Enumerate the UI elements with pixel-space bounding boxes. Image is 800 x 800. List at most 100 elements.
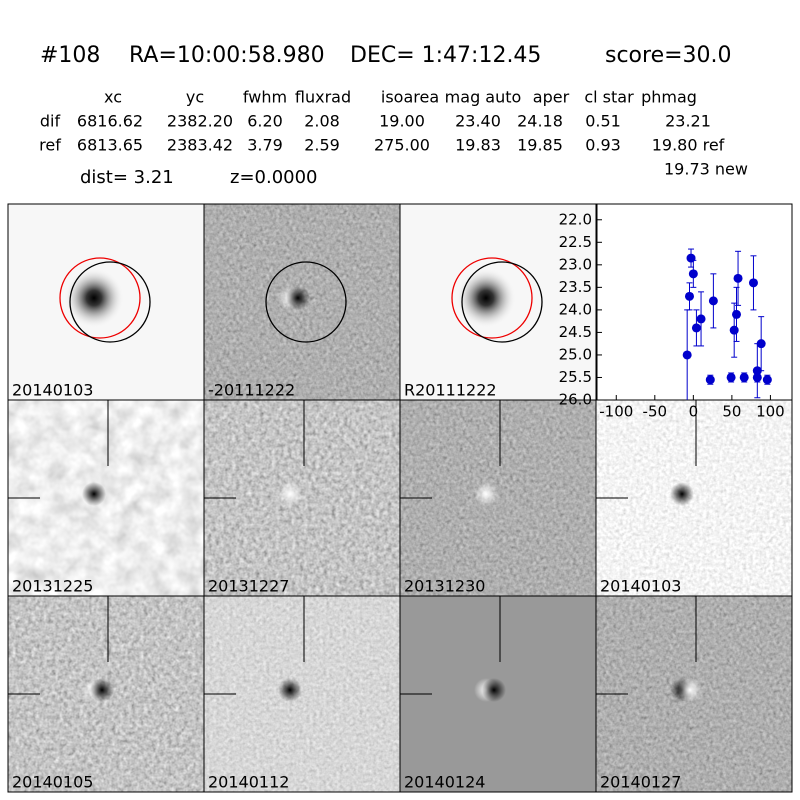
image-panel: 20140105 — [7, 595, 205, 793]
table-cell: 19.00 — [379, 112, 425, 131]
score: score=30.0 — [605, 43, 732, 68]
table-cell: 24.18 — [517, 112, 563, 131]
table-cell: 6.20 — [247, 112, 283, 131]
panel-label: 20131225 — [12, 577, 93, 596]
y-tick-label: 25.0 — [559, 345, 592, 363]
data-point — [705, 375, 715, 385]
table-cell: 23.40 — [455, 112, 501, 131]
column-header: xc — [104, 88, 122, 107]
y-tick-label: 22.0 — [559, 210, 592, 228]
panel-label: R20111222 — [404, 381, 497, 400]
y-tick-label: 25.5 — [559, 368, 592, 386]
y-tick-label: 23.5 — [559, 278, 592, 296]
table-cell: 23.21 — [665, 112, 711, 131]
source — [678, 678, 702, 702]
panel-image — [400, 400, 596, 596]
source — [456, 268, 516, 328]
data-point — [684, 291, 694, 301]
panel-label: -20111222 — [208, 381, 295, 400]
image-panel: 20131225 — [7, 399, 205, 597]
table-cell: 6813.65 — [77, 136, 143, 155]
source — [278, 482, 302, 506]
column-header: fwhm — [243, 88, 287, 107]
data-point — [729, 325, 739, 335]
table-cell: 6816.62 — [77, 112, 143, 131]
source — [482, 678, 506, 702]
data-point — [682, 350, 692, 360]
image-panel: 20140124 — [399, 595, 597, 793]
table-cell: 19.85 — [517, 136, 563, 155]
y-tick-label: 26.0 — [559, 391, 592, 409]
table-cell: 0.93 — [585, 136, 621, 155]
table-cell: 2383.42 — [167, 136, 233, 155]
panel-label: 20131230 — [404, 577, 485, 596]
data-point — [752, 372, 762, 382]
dec: DEC= 1:47:12.45 — [350, 43, 541, 68]
data-point — [688, 269, 698, 279]
x-tick-label: -100 — [599, 403, 633, 421]
data-point — [748, 278, 758, 288]
table-cell: 2382.20 — [167, 112, 233, 131]
image-panel: -20111222 — [203, 203, 401, 401]
column-header: cl star — [584, 88, 634, 107]
column-header: isoarea — [381, 88, 439, 107]
column-header: yc — [186, 88, 204, 107]
table-cell: dif — [40, 112, 61, 131]
table-cell: 2.08 — [304, 112, 340, 131]
y-tick-label: 23.0 — [559, 255, 592, 273]
column-header: fluxrad — [295, 88, 351, 107]
panel-border — [595, 595, 793, 793]
data-point — [756, 339, 766, 349]
panel-image — [596, 400, 792, 596]
panel-label: 20140105 — [12, 773, 93, 792]
column-header: mag auto — [445, 88, 522, 107]
table-cell: 2.59 — [304, 136, 340, 155]
det-circle — [461, 261, 543, 343]
source — [286, 286, 310, 310]
data-point — [739, 372, 749, 382]
data-point — [762, 375, 772, 385]
image-panel: 20140127 — [595, 595, 793, 793]
x-tick-label: 50 — [722, 403, 741, 421]
panel-label: 20131227 — [208, 577, 289, 596]
x-tick-label: -50 — [643, 403, 668, 421]
source — [64, 268, 124, 328]
dist: dist= 3.21 — [80, 167, 174, 188]
ref-circle — [59, 257, 141, 339]
panel-label: 20140127 — [600, 773, 681, 792]
panel-image — [204, 400, 400, 596]
data-point — [691, 323, 701, 333]
source — [90, 678, 114, 702]
ref-circle — [451, 257, 533, 339]
image-panel: 20131227 — [203, 399, 401, 597]
table-cell: 19.80 ref — [652, 136, 725, 155]
panel-label: 20140103 — [600, 577, 681, 596]
column-header: aper — [533, 88, 570, 107]
data-point — [726, 372, 736, 382]
table-cell: 275.00 — [374, 136, 430, 155]
data-point — [708, 296, 718, 306]
source — [474, 482, 498, 506]
y-tick-label: 24.5 — [559, 323, 592, 341]
table-cell: ref — [39, 136, 61, 155]
column-header: phmag — [641, 88, 697, 107]
table-cell: 3.79 — [247, 136, 283, 155]
image-panel: 20140103 — [7, 203, 205, 401]
data-point — [733, 273, 743, 283]
image-panel: 20140103 — [595, 399, 793, 597]
ra: RA=10:00:58.980 — [129, 43, 325, 68]
panel-image — [204, 596, 400, 792]
panel-image — [8, 400, 204, 596]
y-tick-label: 22.5 — [559, 233, 592, 251]
table-cell: 0.51 — [585, 112, 621, 131]
x-tick-label: 0 — [689, 403, 699, 421]
source — [82, 482, 106, 506]
source — [670, 482, 694, 506]
det-circle — [69, 261, 151, 343]
panel-label: 20140124 — [404, 773, 485, 792]
image-panel: 20140112 — [203, 595, 401, 793]
source — [278, 678, 302, 702]
data-point — [686, 253, 696, 263]
det-circle — [265, 261, 347, 343]
